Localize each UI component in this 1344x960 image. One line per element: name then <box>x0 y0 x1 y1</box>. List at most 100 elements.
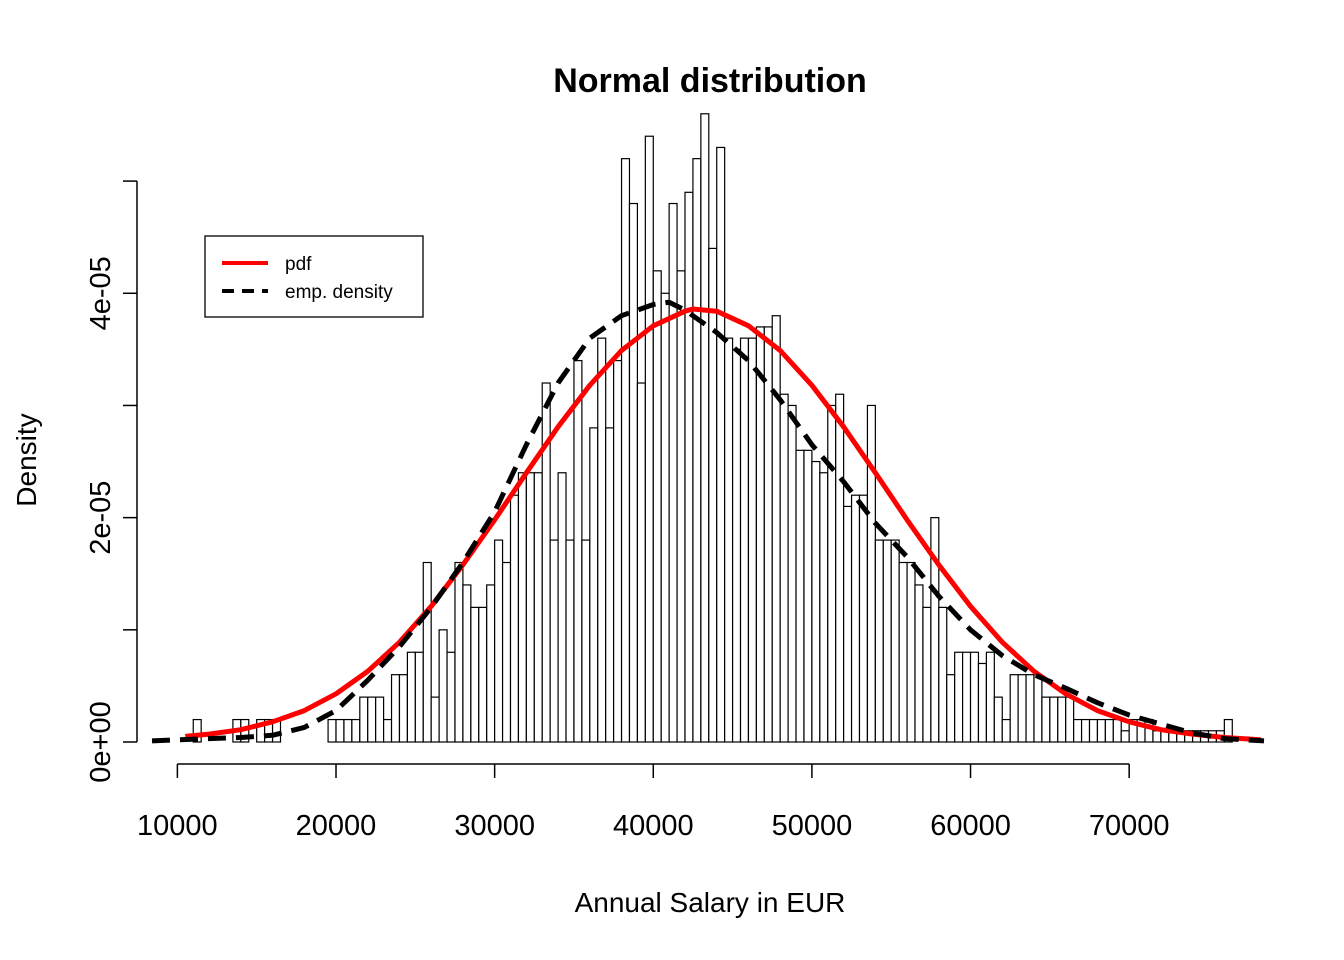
histogram-bar <box>866 404 876 743</box>
histogram-bar <box>676 270 686 743</box>
x-tick-label: 50000 <box>772 810 853 842</box>
histogram-bar <box>335 718 345 743</box>
histogram-bar <box>343 718 353 743</box>
histogram-bar <box>835 393 845 743</box>
histogram-bar <box>969 651 980 743</box>
histogram-bar <box>890 539 900 743</box>
histogram-bar <box>771 315 781 743</box>
x-tick-label: 60000 <box>930 810 1011 842</box>
histogram-bar <box>557 472 567 743</box>
legend: pdf emp. density <box>204 235 424 318</box>
histogram-bar <box>509 494 520 743</box>
histogram-bar <box>739 337 750 743</box>
histogram-bar <box>763 326 773 743</box>
y-tick-label: 2e-05 <box>85 481 117 555</box>
histogram-bar <box>724 337 734 743</box>
histogram-bar <box>1152 730 1162 743</box>
histogram-bar <box>874 539 884 743</box>
histogram-bar <box>858 494 869 743</box>
histogram-bar <box>478 606 488 743</box>
histogram-bar <box>1025 674 1035 743</box>
histogram-bar <box>795 449 805 743</box>
histogram-bar <box>922 606 932 743</box>
histogram-bar <box>533 472 543 743</box>
histogram-bar <box>1104 718 1114 743</box>
density-curves <box>151 299 1265 744</box>
histogram-bar <box>716 146 726 743</box>
histogram-bar <box>517 472 527 743</box>
histogram-bar <box>589 427 599 743</box>
histogram-bar <box>985 651 995 743</box>
histogram-bar <box>882 539 892 743</box>
histogram-bar <box>628 202 639 743</box>
histogram-bar <box>1017 674 1027 743</box>
y-axis-label: Density <box>11 413 42 506</box>
histogram-bar <box>422 561 432 743</box>
histogram-bar <box>898 561 908 743</box>
histogram-bar <box>1001 718 1011 743</box>
histogram-bar <box>668 202 678 743</box>
histogram-bar <box>1041 696 1051 743</box>
histogram-bar <box>549 539 559 743</box>
x-axis: 10000 20000 30000 40000 50000 60000 70000 <box>137 763 1170 842</box>
histogram-bar <box>684 191 694 743</box>
histogram-bar <box>486 584 496 743</box>
histogram-bar <box>359 696 369 743</box>
histogram-bar <box>192 718 202 743</box>
x-tick-label: 70000 <box>1089 810 1170 842</box>
legend-emp-density-label: emp. density <box>285 282 393 303</box>
histogram-bar <box>438 629 448 743</box>
histogram-bar <box>660 292 670 743</box>
histogram-bar <box>819 472 829 743</box>
histogram-bar <box>462 584 472 743</box>
pdf-line <box>185 306 1261 743</box>
histogram-bar <box>494 539 504 743</box>
histogram-bar <box>1033 674 1043 743</box>
histogram-bar <box>1057 696 1067 743</box>
legend-pdf-label: pdf <box>285 254 312 275</box>
y-axis: 0e+00 2e-05 4e-05 <box>85 180 138 783</box>
histogram-bar <box>946 674 956 743</box>
histogram-bar <box>597 337 607 743</box>
histogram-bar <box>636 382 646 743</box>
histogram-bar <box>605 427 615 743</box>
histogram-bar <box>383 718 393 743</box>
emp-density-line <box>151 299 1265 744</box>
histogram-bar <box>1073 718 1083 743</box>
histogram-bar <box>755 326 765 743</box>
histogram-bar <box>827 404 837 743</box>
histogram-bar <box>843 505 853 743</box>
histogram-bar <box>501 561 512 743</box>
histogram-bars <box>192 113 1233 743</box>
histogram-bar <box>565 539 575 743</box>
chart-title: Normal distribution <box>553 62 867 100</box>
histogram-bar <box>1088 718 1099 743</box>
histogram-bar <box>613 359 623 743</box>
histogram-bar <box>1065 696 1075 743</box>
histogram-bar <box>1049 696 1059 743</box>
histogram-bar <box>1096 718 1106 743</box>
histogram-bar <box>708 247 718 743</box>
x-axis-label: Annual Salary in EUR <box>575 887 846 918</box>
y-tick-label: 0e+00 <box>85 701 117 782</box>
histogram-bar <box>1009 674 1019 743</box>
histogram-bar <box>644 135 654 743</box>
histogram-bar <box>1080 718 1091 743</box>
histogram-bar <box>390 674 401 743</box>
x-tick-label: 40000 <box>613 810 694 842</box>
histogram-bar <box>731 348 742 743</box>
histogram-bar <box>367 696 377 743</box>
histogram-bar <box>938 606 948 743</box>
histogram-bar <box>811 460 821 743</box>
x-tick-label: 30000 <box>454 810 535 842</box>
histogram-bar <box>1120 730 1130 743</box>
histogram-bar <box>398 674 408 743</box>
y-tick-label: 4e-05 <box>85 256 117 330</box>
histogram-bar <box>470 606 480 743</box>
histogram-bar <box>620 158 631 743</box>
histogram-bar <box>406 651 416 743</box>
histogram-bar <box>446 651 456 743</box>
histogram-bar <box>906 561 916 743</box>
histogram-bar <box>962 651 972 743</box>
